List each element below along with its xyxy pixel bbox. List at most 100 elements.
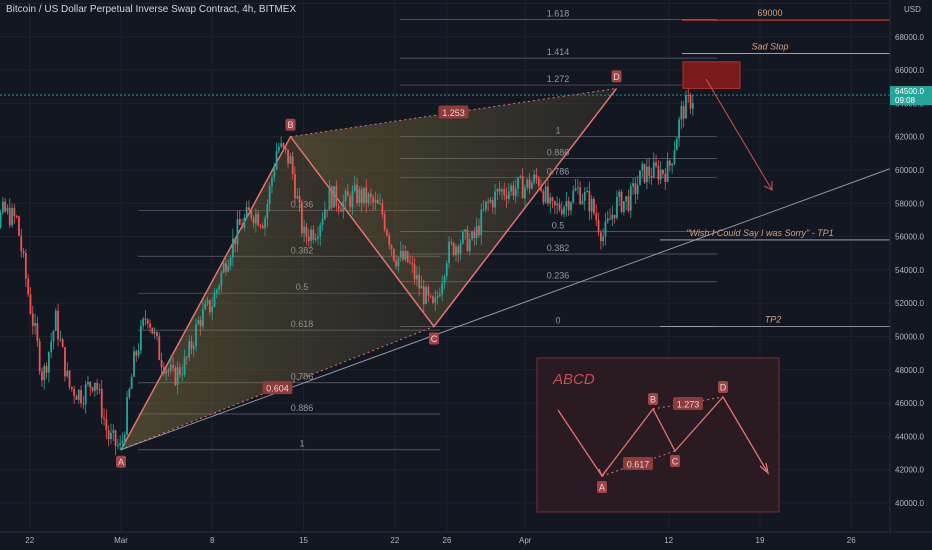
candle-body — [326, 209, 329, 211]
inset-box — [536, 357, 780, 513]
candle-body — [358, 189, 361, 204]
candle-body — [107, 430, 110, 440]
candle-body — [1, 201, 4, 213]
candle-body — [176, 367, 179, 385]
candle-body — [629, 186, 632, 211]
candle-body — [328, 186, 331, 210]
candle-body — [57, 310, 59, 340]
fib-right-level-label: 0.786 — [547, 166, 570, 176]
candle-body — [415, 275, 418, 280]
trendline-support — [120, 152, 932, 451]
candle-body — [691, 103, 694, 109]
candle-body — [284, 147, 287, 150]
candle-body — [572, 190, 575, 203]
projection-arrow-head — [763, 181, 773, 191]
candle-body — [372, 197, 375, 203]
point-label-text: C — [431, 334, 438, 344]
time-tick-label: 8 — [210, 536, 215, 545]
candle-body — [121, 441, 124, 444]
time-tick-label: 15 — [299, 536, 308, 545]
annotation-layer: 69000 Sad Stop "Wish I Could Say I was Sor… — [0, 8, 890, 327]
inset-point-label-text: D — [720, 383, 727, 393]
inset-point-label — [670, 455, 680, 467]
candle-body — [204, 303, 207, 310]
candle-body — [116, 445, 119, 447]
candle-body — [112, 430, 115, 433]
candle-body — [655, 162, 657, 166]
candle-body — [438, 294, 441, 297]
candle-body — [135, 351, 138, 356]
candle-body — [289, 156, 292, 164]
candle-body — [199, 320, 202, 327]
candle-body — [351, 191, 354, 208]
price-tick-label: 52000.0 — [895, 299, 924, 308]
candle-body — [158, 336, 161, 360]
inset-point-label — [597, 481, 607, 493]
candle-body — [234, 238, 237, 245]
candle-body — [441, 283, 444, 295]
price-tick-label: 56000.0 — [895, 233, 924, 242]
candle-body — [586, 191, 588, 193]
candle-body — [342, 201, 345, 212]
candle-body — [119, 443, 122, 446]
candle-body — [195, 324, 197, 347]
candle-body — [188, 341, 191, 358]
candle-body — [682, 106, 685, 119]
candle-body — [321, 219, 324, 225]
candle-body — [231, 238, 234, 258]
candle-body — [346, 190, 349, 197]
inset-ratio-label: 1.273 — [677, 400, 700, 410]
candle-body — [110, 432, 112, 440]
time-tick-label: 19 — [756, 536, 765, 545]
candle-body — [519, 176, 522, 178]
ratio-badge — [262, 381, 293, 395]
candle-body — [266, 204, 269, 219]
price-badge — [890, 86, 932, 106]
candle-body — [43, 365, 46, 381]
candle-body — [388, 235, 391, 246]
fib-right-level-label: 1.414 — [547, 47, 570, 57]
candle-body — [487, 201, 490, 203]
candle-body — [664, 173, 667, 182]
candle-body — [137, 350, 140, 356]
candle-body — [609, 218, 611, 220]
candle-body — [553, 201, 556, 206]
candle-body — [374, 200, 377, 203]
candle-body — [29, 294, 32, 314]
candle-body — [639, 170, 641, 186]
candle-body — [563, 206, 565, 215]
candle-body — [13, 208, 16, 217]
candle-body — [471, 231, 473, 240]
candle-body — [280, 143, 283, 147]
candle-body — [510, 185, 513, 192]
candle-body — [540, 185, 542, 192]
candle-body — [130, 376, 133, 390]
candle-body — [685, 95, 687, 119]
candle-body — [666, 160, 669, 182]
inset-ratio-label: 0.617 — [627, 460, 650, 470]
candle-body — [215, 289, 218, 294]
candle-body — [574, 188, 577, 191]
candle-body — [4, 201, 7, 212]
candle-body — [392, 249, 395, 261]
time-tick-label: 12 — [664, 536, 673, 545]
price-tick-label: 54000.0 — [895, 266, 924, 275]
candle-body — [105, 418, 108, 431]
candle-body — [505, 195, 508, 200]
candle-body — [61, 339, 64, 348]
candle-body — [54, 310, 57, 332]
candle-body — [103, 417, 105, 419]
price-tick-label: 50000.0 — [895, 333, 924, 342]
price-tick-label: 46000.0 — [895, 399, 924, 408]
candle-body — [45, 365, 48, 373]
candle-body — [84, 384, 87, 405]
candle-body — [452, 242, 455, 256]
candle-body — [257, 213, 260, 226]
candle-body — [87, 381, 89, 385]
candle-body — [645, 166, 648, 183]
candle-body — [64, 347, 66, 377]
candle-body — [411, 262, 414, 265]
candle-body — [659, 169, 662, 180]
candle-body — [259, 225, 262, 227]
